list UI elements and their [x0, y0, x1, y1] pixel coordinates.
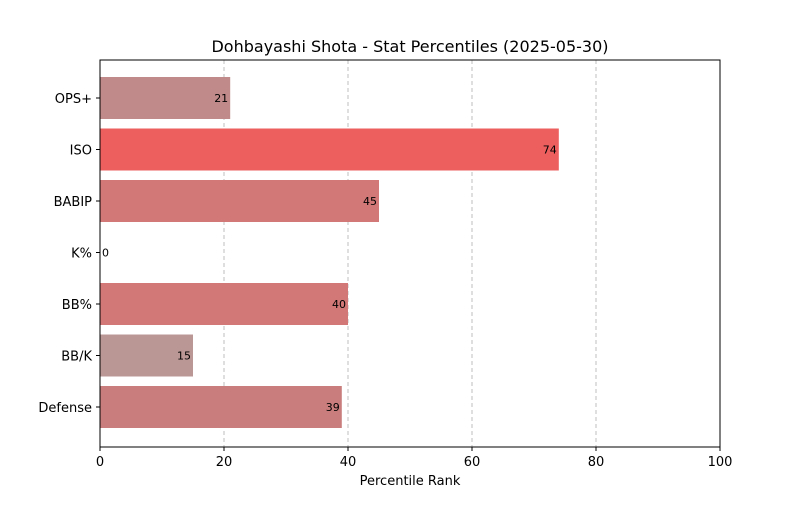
bar	[100, 77, 231, 119]
y-tick-label: OPS+	[55, 92, 92, 107]
bar-value-label: 74	[543, 144, 557, 157]
bar	[100, 334, 193, 377]
x-tick-layer: 0 20 40 60 80 100	[96, 447, 733, 470]
x-axis-label: Percentile Rank	[360, 474, 461, 489]
bar-value-label: 0	[102, 247, 109, 260]
bar-value-label: 39	[326, 401, 340, 414]
bar-layer: 21 74 45 0 40 15 39	[100, 77, 559, 428]
y-tick-label: BB/K	[61, 350, 92, 365]
y-tick-label: K%	[71, 247, 92, 262]
x-tick-label: 40	[340, 455, 357, 470]
x-tick-label: 20	[216, 455, 233, 470]
bar	[100, 180, 379, 222]
plot-frame	[99, 59, 721, 448]
bar-value-label: 15	[177, 350, 191, 363]
bar	[100, 283, 348, 325]
y-tick-layer: OPS+ ISO BABIP K% BB% BB/K Defense	[38, 92, 100, 416]
grid-layer	[223, 60, 597, 447]
x-tick-label: 100	[708, 455, 733, 470]
x-tick-label: 60	[464, 455, 481, 470]
bar-value-label: 40	[332, 298, 346, 311]
y-tick-label: BB%	[62, 298, 92, 313]
bar-value-label: 45	[363, 195, 377, 208]
chart-title: Dohbayashi Shota - Stat Percentiles (202…	[211, 37, 608, 56]
y-tick-label: ISO	[70, 144, 92, 159]
y-tick-label: BABIP	[54, 195, 93, 210]
x-tick-label: 0	[96, 455, 104, 470]
bar-value-label: 21	[214, 92, 228, 105]
bar	[100, 128, 559, 171]
x-tick-label: 80	[588, 455, 605, 470]
bar	[100, 386, 342, 428]
y-tick-label: Defense	[38, 401, 92, 416]
